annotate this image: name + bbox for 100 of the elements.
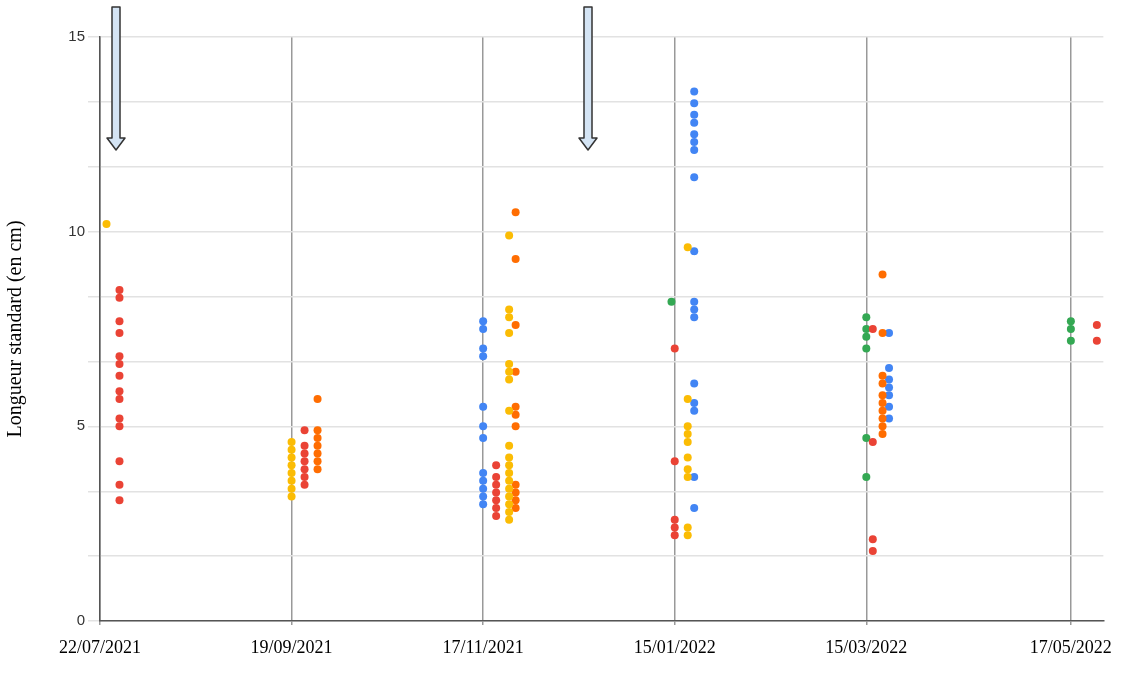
point [505,375,514,384]
point [287,445,296,454]
point [862,434,871,443]
point [115,328,124,337]
point [479,402,488,411]
point [115,457,124,466]
point [885,363,894,372]
point [300,465,309,474]
point [670,457,679,466]
point [690,398,699,407]
point [505,469,514,478]
point [683,243,692,252]
point [287,461,296,470]
point [115,286,124,295]
point [505,313,514,322]
point [885,402,894,411]
point [313,434,322,443]
point [115,352,124,361]
point [511,402,520,411]
point [505,500,514,509]
point [868,325,877,333]
point [1066,325,1075,333]
point [511,480,520,489]
point [313,441,322,450]
point [505,476,514,485]
point [690,406,699,415]
point [878,406,887,415]
point [878,371,887,380]
point [885,375,894,384]
x-tick-label: 22/07/2021 [58,636,142,657]
point [885,383,894,392]
point [690,110,699,119]
x-tick-label: 15/01/2022 [633,636,716,657]
point [1092,321,1101,330]
point [287,492,296,501]
point [300,457,309,466]
point [287,453,296,462]
point [115,480,124,489]
point [690,313,699,322]
point [287,469,296,478]
point [511,410,520,419]
x-tick-label: 15/03/2022 [825,636,908,657]
point [313,465,322,474]
point [511,321,520,330]
point [683,523,692,532]
point [690,145,699,154]
point [479,484,488,493]
point [115,387,124,396]
point [690,173,699,182]
point [511,504,520,513]
point [878,328,887,337]
point [868,546,877,555]
point [878,414,887,423]
x-tick-label: 17/11/2021 [442,636,524,657]
point [505,507,514,516]
point [878,422,887,431]
point [511,367,520,376]
point [1092,336,1101,345]
point [505,515,514,524]
point [300,449,309,458]
point [505,231,514,240]
point [505,461,514,470]
point [492,461,501,470]
point [683,437,692,446]
point [115,414,124,423]
point [511,208,520,217]
point [690,87,699,96]
point [511,488,520,497]
point [505,305,514,314]
point [492,511,501,520]
point [492,488,501,497]
point [300,441,309,450]
point [479,469,488,478]
point [885,391,894,400]
point [683,422,692,431]
point [115,293,124,302]
point [479,422,488,431]
point [862,344,871,353]
point [683,430,692,439]
point [479,492,488,501]
point [479,352,488,361]
point [505,441,514,450]
point [313,395,322,404]
point [862,332,871,341]
point [878,379,887,388]
point [511,496,520,505]
point [683,395,692,404]
point [690,504,699,513]
point [878,391,887,400]
point [670,515,679,524]
point [287,476,296,485]
point [479,476,488,485]
point [1066,336,1075,345]
point [505,453,514,462]
point [505,484,514,493]
point [885,328,894,337]
point [115,360,124,369]
point [511,254,520,263]
x-tick-label: 19/09/2021 [250,636,333,657]
point [670,344,679,353]
